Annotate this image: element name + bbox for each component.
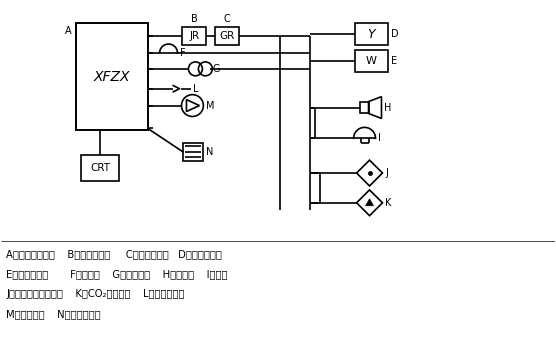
Text: J、自动喷水灭火系统    K、CO₂灭火系统    L、疏散指示灯: J、自动喷水灭火系统 K、CO₂灭火系统 L、疏散指示灯 xyxy=(6,289,185,299)
Bar xyxy=(182,27,206,45)
Text: CRT: CRT xyxy=(90,163,110,173)
Bar xyxy=(355,23,389,45)
Text: L: L xyxy=(193,84,199,94)
Text: D: D xyxy=(391,29,399,39)
Text: GR: GR xyxy=(220,31,235,41)
Text: I: I xyxy=(379,133,381,143)
Polygon shape xyxy=(365,199,374,206)
Text: J: J xyxy=(385,168,388,178)
Text: N: N xyxy=(206,147,214,157)
Text: M: M xyxy=(206,101,215,111)
Text: M、消防水泵    N、防火卷帘门: M、消防水泵 N、防火卷帘门 xyxy=(6,309,101,319)
Text: A: A xyxy=(64,26,71,36)
Bar xyxy=(81,155,119,181)
Text: A、消防控制中心    B、报警控制器     C、楼层显示器   D、感烟探测器: A、消防控制中心 B、报警控制器 C、楼层显示器 D、感烟探测器 xyxy=(6,250,222,259)
Text: K: K xyxy=(385,198,392,208)
Bar xyxy=(360,102,369,113)
Bar xyxy=(183,143,203,161)
Text: W: W xyxy=(366,56,377,66)
Text: Y: Y xyxy=(368,27,375,40)
Text: XFZX: XFZX xyxy=(93,70,130,84)
Bar xyxy=(215,27,239,45)
Text: F: F xyxy=(181,48,186,58)
Text: G: G xyxy=(212,64,220,74)
Text: JR: JR xyxy=(190,31,200,41)
Text: B: B xyxy=(191,14,198,24)
Text: H: H xyxy=(384,102,392,113)
Text: E: E xyxy=(391,56,398,66)
Text: E、感温探测器       F、通风口    G、消防广播    H、扬声器    I、电话: E、感温探测器 F、通风口 G、消防广播 H、扬声器 I、电话 xyxy=(6,269,228,279)
Bar xyxy=(76,23,148,130)
Text: C: C xyxy=(224,14,231,24)
Bar xyxy=(355,50,389,72)
